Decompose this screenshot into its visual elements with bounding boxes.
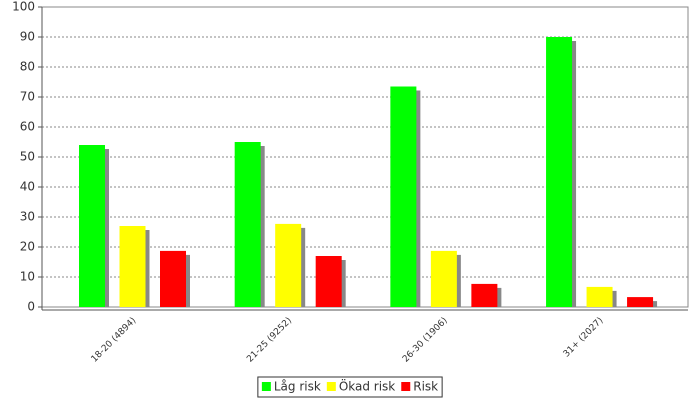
bar bbox=[234, 142, 261, 307]
y-tick-label: 20 bbox=[20, 240, 35, 254]
bar bbox=[275, 223, 302, 307]
y-tick-label: 0 bbox=[27, 300, 35, 314]
bar bbox=[627, 297, 654, 307]
x-tick-label: 26-30 (1906) bbox=[401, 316, 450, 365]
bar bbox=[390, 86, 417, 307]
bar bbox=[546, 37, 573, 307]
y-tick-label: 60 bbox=[20, 120, 35, 134]
legend-swatch bbox=[261, 382, 271, 391]
bar bbox=[471, 283, 498, 307]
y-tick-label: 90 bbox=[20, 30, 35, 44]
y-tick-label: 70 bbox=[20, 90, 35, 104]
legend: Låg risk Ökad risk Risk bbox=[257, 376, 443, 398]
bar bbox=[79, 145, 105, 307]
y-tick-label: 30 bbox=[20, 210, 35, 224]
bar bbox=[430, 250, 457, 307]
y-tick-label: 50 bbox=[20, 150, 35, 164]
legend-box bbox=[257, 376, 443, 398]
legend-label: Risk bbox=[413, 380, 438, 394]
bar bbox=[586, 286, 613, 307]
bar bbox=[315, 256, 342, 307]
y-tick-label: 100 bbox=[12, 0, 35, 14]
y-tick-label: 10 bbox=[20, 270, 35, 284]
legend-swatch bbox=[401, 382, 411, 391]
y-tick-label: 80 bbox=[20, 60, 35, 74]
legend-swatch bbox=[326, 382, 336, 391]
bar bbox=[119, 226, 146, 307]
x-tick-label: 18-20 (4894) bbox=[90, 316, 139, 365]
x-tick-label: 21-25 (9252) bbox=[245, 316, 294, 365]
legend-label: Låg risk bbox=[274, 380, 321, 394]
y-tick-label: 40 bbox=[20, 180, 35, 194]
plot-area bbox=[41, 6, 689, 308]
x-tick-label: 31+ (2027) bbox=[562, 316, 606, 360]
legend-label: Ökad risk bbox=[339, 378, 395, 394]
bar bbox=[160, 250, 186, 307]
